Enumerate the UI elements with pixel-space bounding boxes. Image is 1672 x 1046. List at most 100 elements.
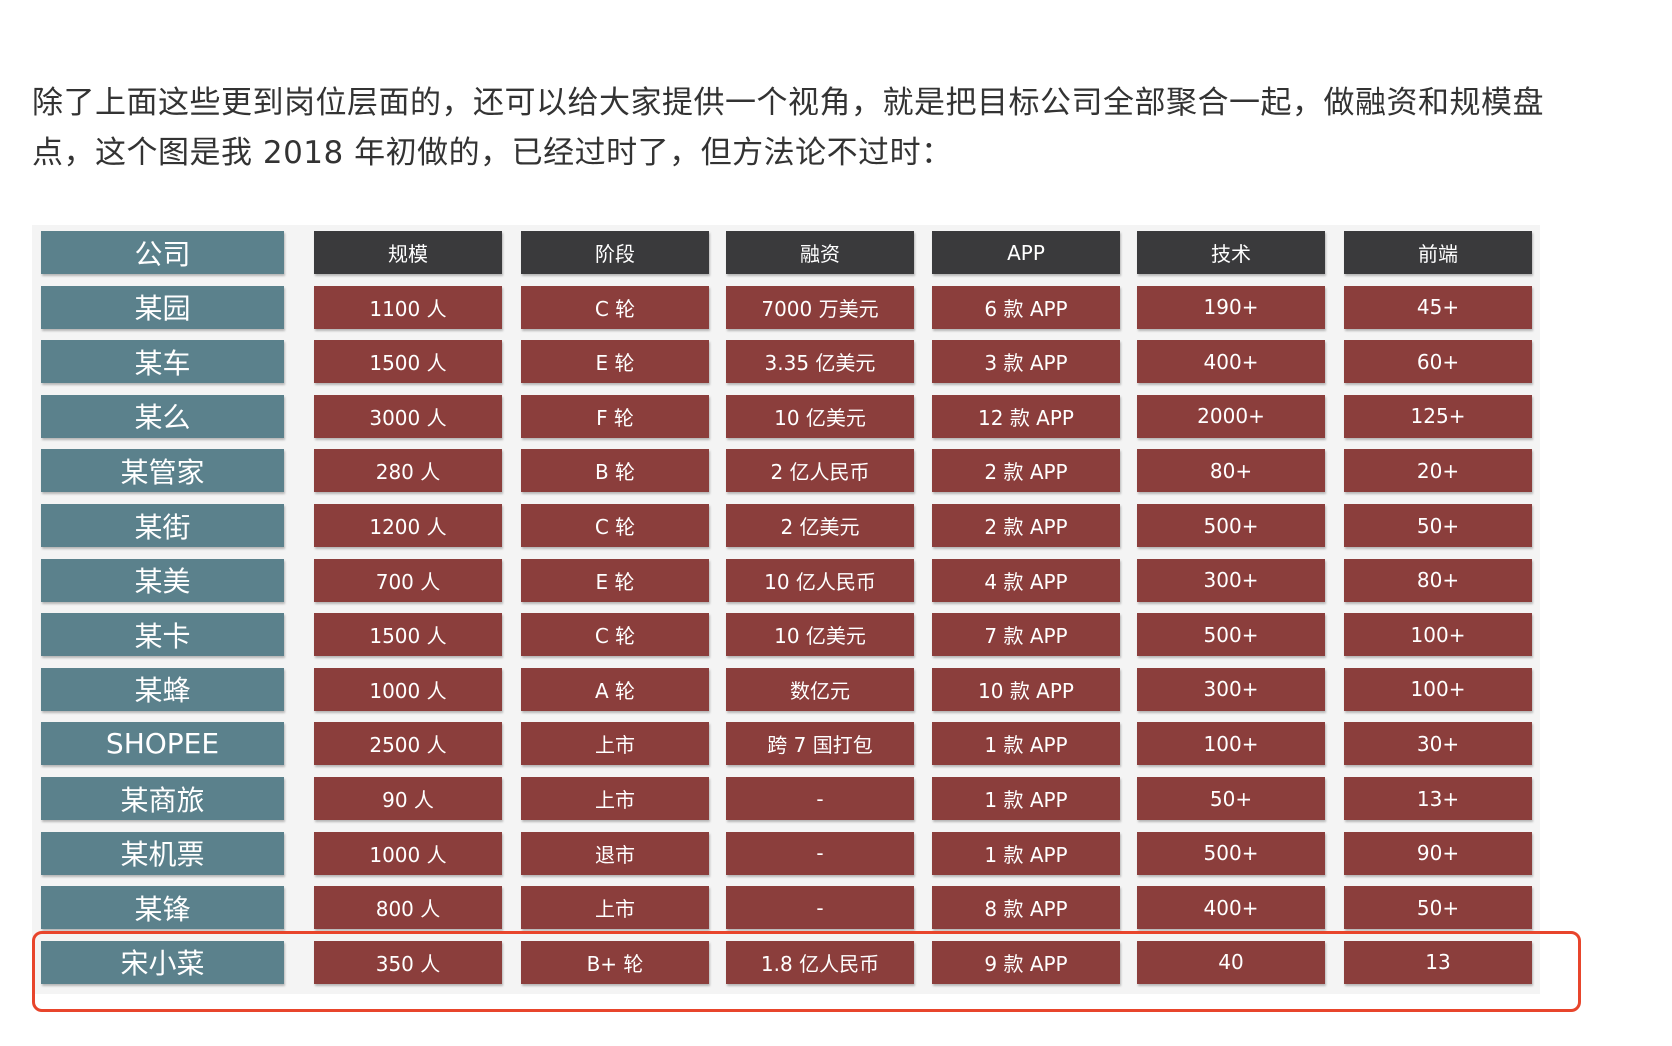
- data-cell: 300+: [1137, 558, 1325, 602]
- data-cell: 2 款 APP: [932, 504, 1120, 547]
- company-cell: 公司: [41, 231, 284, 274]
- data-cell: 350 人: [314, 940, 502, 984]
- header-cell: 技术: [1137, 231, 1325, 274]
- data-cell: 1.8 亿人民币: [726, 940, 914, 984]
- company-cell: 某美: [41, 558, 284, 602]
- data-cell: 280 人: [314, 449, 502, 493]
- data-cell: 7000 万美元: [726, 285, 914, 329]
- header-cell: 前端: [1344, 231, 1532, 274]
- company-cell: 某锋: [41, 886, 284, 930]
- data-cell: 4 款 APP: [932, 558, 1120, 602]
- data-cell: 30+: [1344, 722, 1532, 766]
- data-cell: B+ 轮: [521, 940, 709, 984]
- data-cell: B 轮: [521, 449, 709, 493]
- data-cell: -: [726, 831, 914, 875]
- data-cell: 1200 人: [314, 504, 502, 547]
- data-cell: -: [726, 777, 914, 820]
- company-cell: 某商旅: [41, 777, 284, 820]
- data-cell: 数亿元: [726, 667, 914, 711]
- data-cell: 50+: [1137, 777, 1325, 820]
- data-cell: 1 款 APP: [932, 777, 1120, 820]
- data-cell: 2 款 APP: [932, 449, 1120, 493]
- company-cell: 某蜂: [41, 667, 284, 711]
- company-cell: 宋小菜: [41, 940, 284, 984]
- data-cell: 190+: [1137, 285, 1325, 329]
- data-cell: 700 人: [314, 558, 502, 602]
- data-cell: 60+: [1344, 340, 1532, 384]
- data-cell: 100+: [1137, 722, 1325, 766]
- data-cell: 2 亿美元: [726, 504, 914, 547]
- data-cell: 800 人: [314, 886, 502, 930]
- data-cell: 1500 人: [314, 613, 502, 657]
- data-cell: 20+: [1344, 449, 1532, 493]
- data-cell: 1 款 APP: [932, 831, 1120, 875]
- data-cell: 10 亿美元: [726, 394, 914, 438]
- data-cell: F 轮: [521, 394, 709, 438]
- data-cell: 上市: [521, 886, 709, 930]
- data-cell: 1500 人: [314, 340, 502, 384]
- data-cell: 80+: [1344, 558, 1532, 602]
- data-cell: 3.35 亿美元: [726, 340, 914, 384]
- data-cell: 2000+: [1137, 394, 1325, 438]
- data-cell: 13: [1344, 940, 1532, 984]
- data-cell: 125+: [1344, 394, 1532, 438]
- data-cell: 10 亿人民币: [726, 558, 914, 602]
- data-cell: C 轮: [521, 613, 709, 657]
- paragraph: 除了上面这些更到岗位层面的，还可以给大家提供一个视角，就是把目标公司全部聚合一起…: [32, 85, 1544, 171]
- data-cell: 300+: [1137, 667, 1325, 711]
- data-cell: 退市: [521, 831, 709, 875]
- table-image: 公司 规模 阶段 融资 APP 技术 前端某园 1100 人 C 轮 7000 万美元 6 款 AP…: [32, 225, 1540, 994]
- company-cell: 某卡: [41, 613, 284, 657]
- data-cell: 90+: [1344, 831, 1532, 875]
- company-cell: SHOPEE: [41, 722, 284, 766]
- company-cell: 某机票: [41, 831, 284, 875]
- data-cell: 100+: [1344, 667, 1532, 711]
- data-cell: 500+: [1137, 831, 1325, 875]
- data-cell: 400+: [1137, 886, 1325, 930]
- data-cell: 3000 人: [314, 394, 502, 438]
- data-cell: 400+: [1137, 340, 1325, 384]
- company-cell: 某园: [41, 285, 284, 329]
- data-cell: C 轮: [521, 285, 709, 329]
- data-cell: 50+: [1344, 886, 1532, 930]
- company-cell: 某车: [41, 340, 284, 384]
- data-cell: 10 亿美元: [726, 613, 914, 657]
- data-cell: 上市: [521, 777, 709, 820]
- data-cell: 上市: [521, 722, 709, 766]
- header-cell: 阶段: [521, 231, 709, 274]
- highlight-box: [32, 931, 1581, 1012]
- data-cell: E 轮: [521, 340, 709, 384]
- data-cell: 40: [1137, 940, 1325, 984]
- data-cell: 3 款 APP: [932, 340, 1120, 384]
- data-cell: 50+: [1344, 504, 1532, 547]
- data-cell: 6 款 APP: [932, 285, 1120, 329]
- company-cell: 某管家: [41, 449, 284, 493]
- data-cell: 1000 人: [314, 667, 502, 711]
- header-cell: APP: [932, 231, 1120, 274]
- data-cell: 13+: [1344, 777, 1532, 820]
- data-cell: C 轮: [521, 504, 709, 547]
- data-cell: 45+: [1344, 285, 1532, 329]
- data-cell: 12 款 APP: [932, 394, 1120, 438]
- data-cell: 2 亿人民币: [726, 449, 914, 493]
- data-cell: 跨 7 国打包: [726, 722, 914, 766]
- data-cell: 8 款 APP: [932, 886, 1120, 930]
- data-cell: -: [726, 886, 914, 930]
- header-cell: 规模: [314, 231, 502, 274]
- data-cell: 7 款 APP: [932, 613, 1120, 657]
- data-cell: E 轮: [521, 558, 709, 602]
- data-cell: 1100 人: [314, 285, 502, 329]
- company-cell: 某么: [41, 394, 284, 438]
- data-cell: 10 款 APP: [932, 667, 1120, 711]
- data-cell: 100+: [1344, 613, 1532, 657]
- data-cell: 80+: [1137, 449, 1325, 493]
- data-cell: 90 人: [314, 777, 502, 820]
- data-cell: 500+: [1137, 613, 1325, 657]
- data-cell: 1 款 APP: [932, 722, 1120, 766]
- company-cell: 某街: [41, 504, 284, 547]
- data-cell: 2500 人: [314, 722, 502, 766]
- header-cell: 融资: [726, 231, 914, 274]
- data-cell: A 轮: [521, 667, 709, 711]
- data-cell: 1000 人: [314, 831, 502, 875]
